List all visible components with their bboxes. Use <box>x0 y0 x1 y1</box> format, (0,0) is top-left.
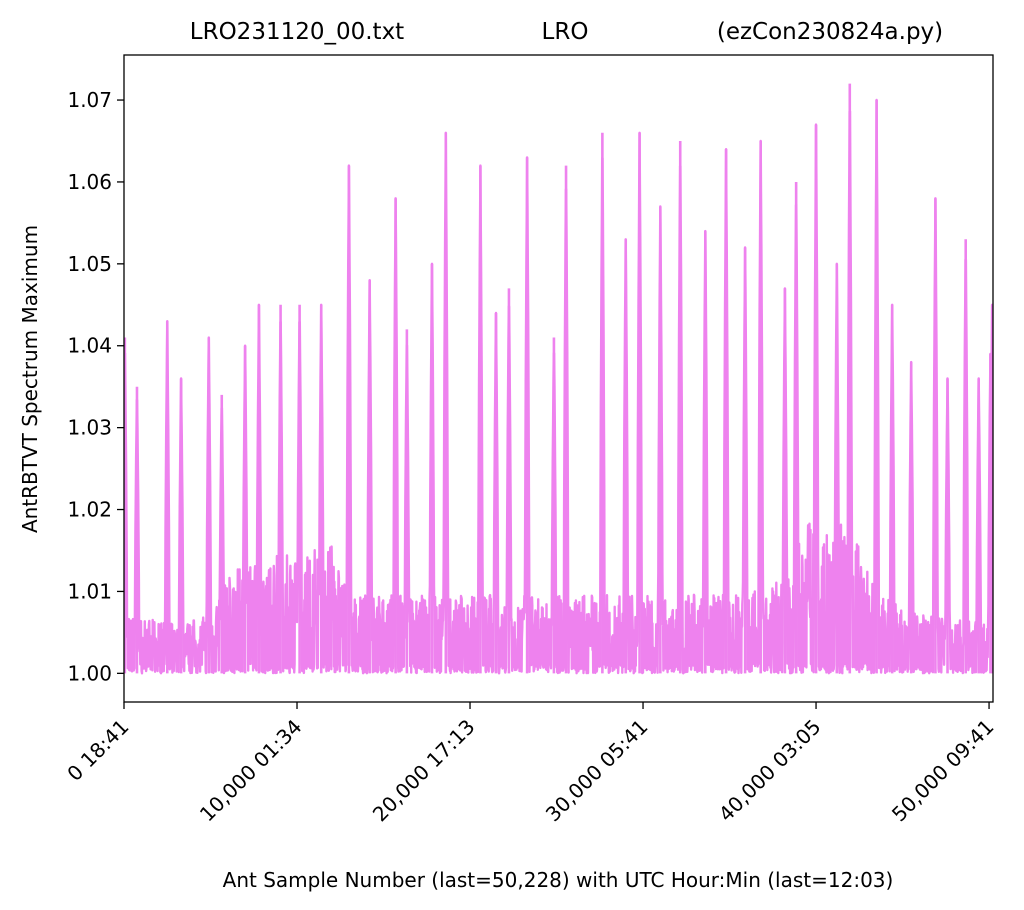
y-tick-label: 1.04 <box>67 334 112 358</box>
y-tick-label: 1.00 <box>67 661 112 685</box>
chart-title-right: (ezCon230824a.py) <box>717 19 943 45</box>
y-tick-label: 1.02 <box>67 498 112 522</box>
x-axis-label: Ant Sample Number (last=50,228) with UTC… <box>223 868 894 892</box>
chart-title-center: LRO <box>542 19 589 45</box>
data-series <box>124 83 993 675</box>
y-tick-label: 1.01 <box>67 579 112 603</box>
y-tick-label: 1.05 <box>67 252 112 276</box>
y-axis-label: AntRBTVT Spectrum Maximum <box>18 225 42 533</box>
y-tick-label: 1.03 <box>67 416 112 440</box>
axes-frame <box>123 54 994 703</box>
y-tick-label: 1.07 <box>67 88 112 112</box>
plot-area <box>124 83 993 675</box>
y-tick-label: 1.06 <box>67 170 112 194</box>
y-axis: 1.00 1.01 1.02 1.03 1.04 1.05 1.06 1.07 <box>67 88 124 685</box>
chart-title-left: LRO231120_00.txt <box>190 19 404 45</box>
signal-line <box>124 98 993 675</box>
